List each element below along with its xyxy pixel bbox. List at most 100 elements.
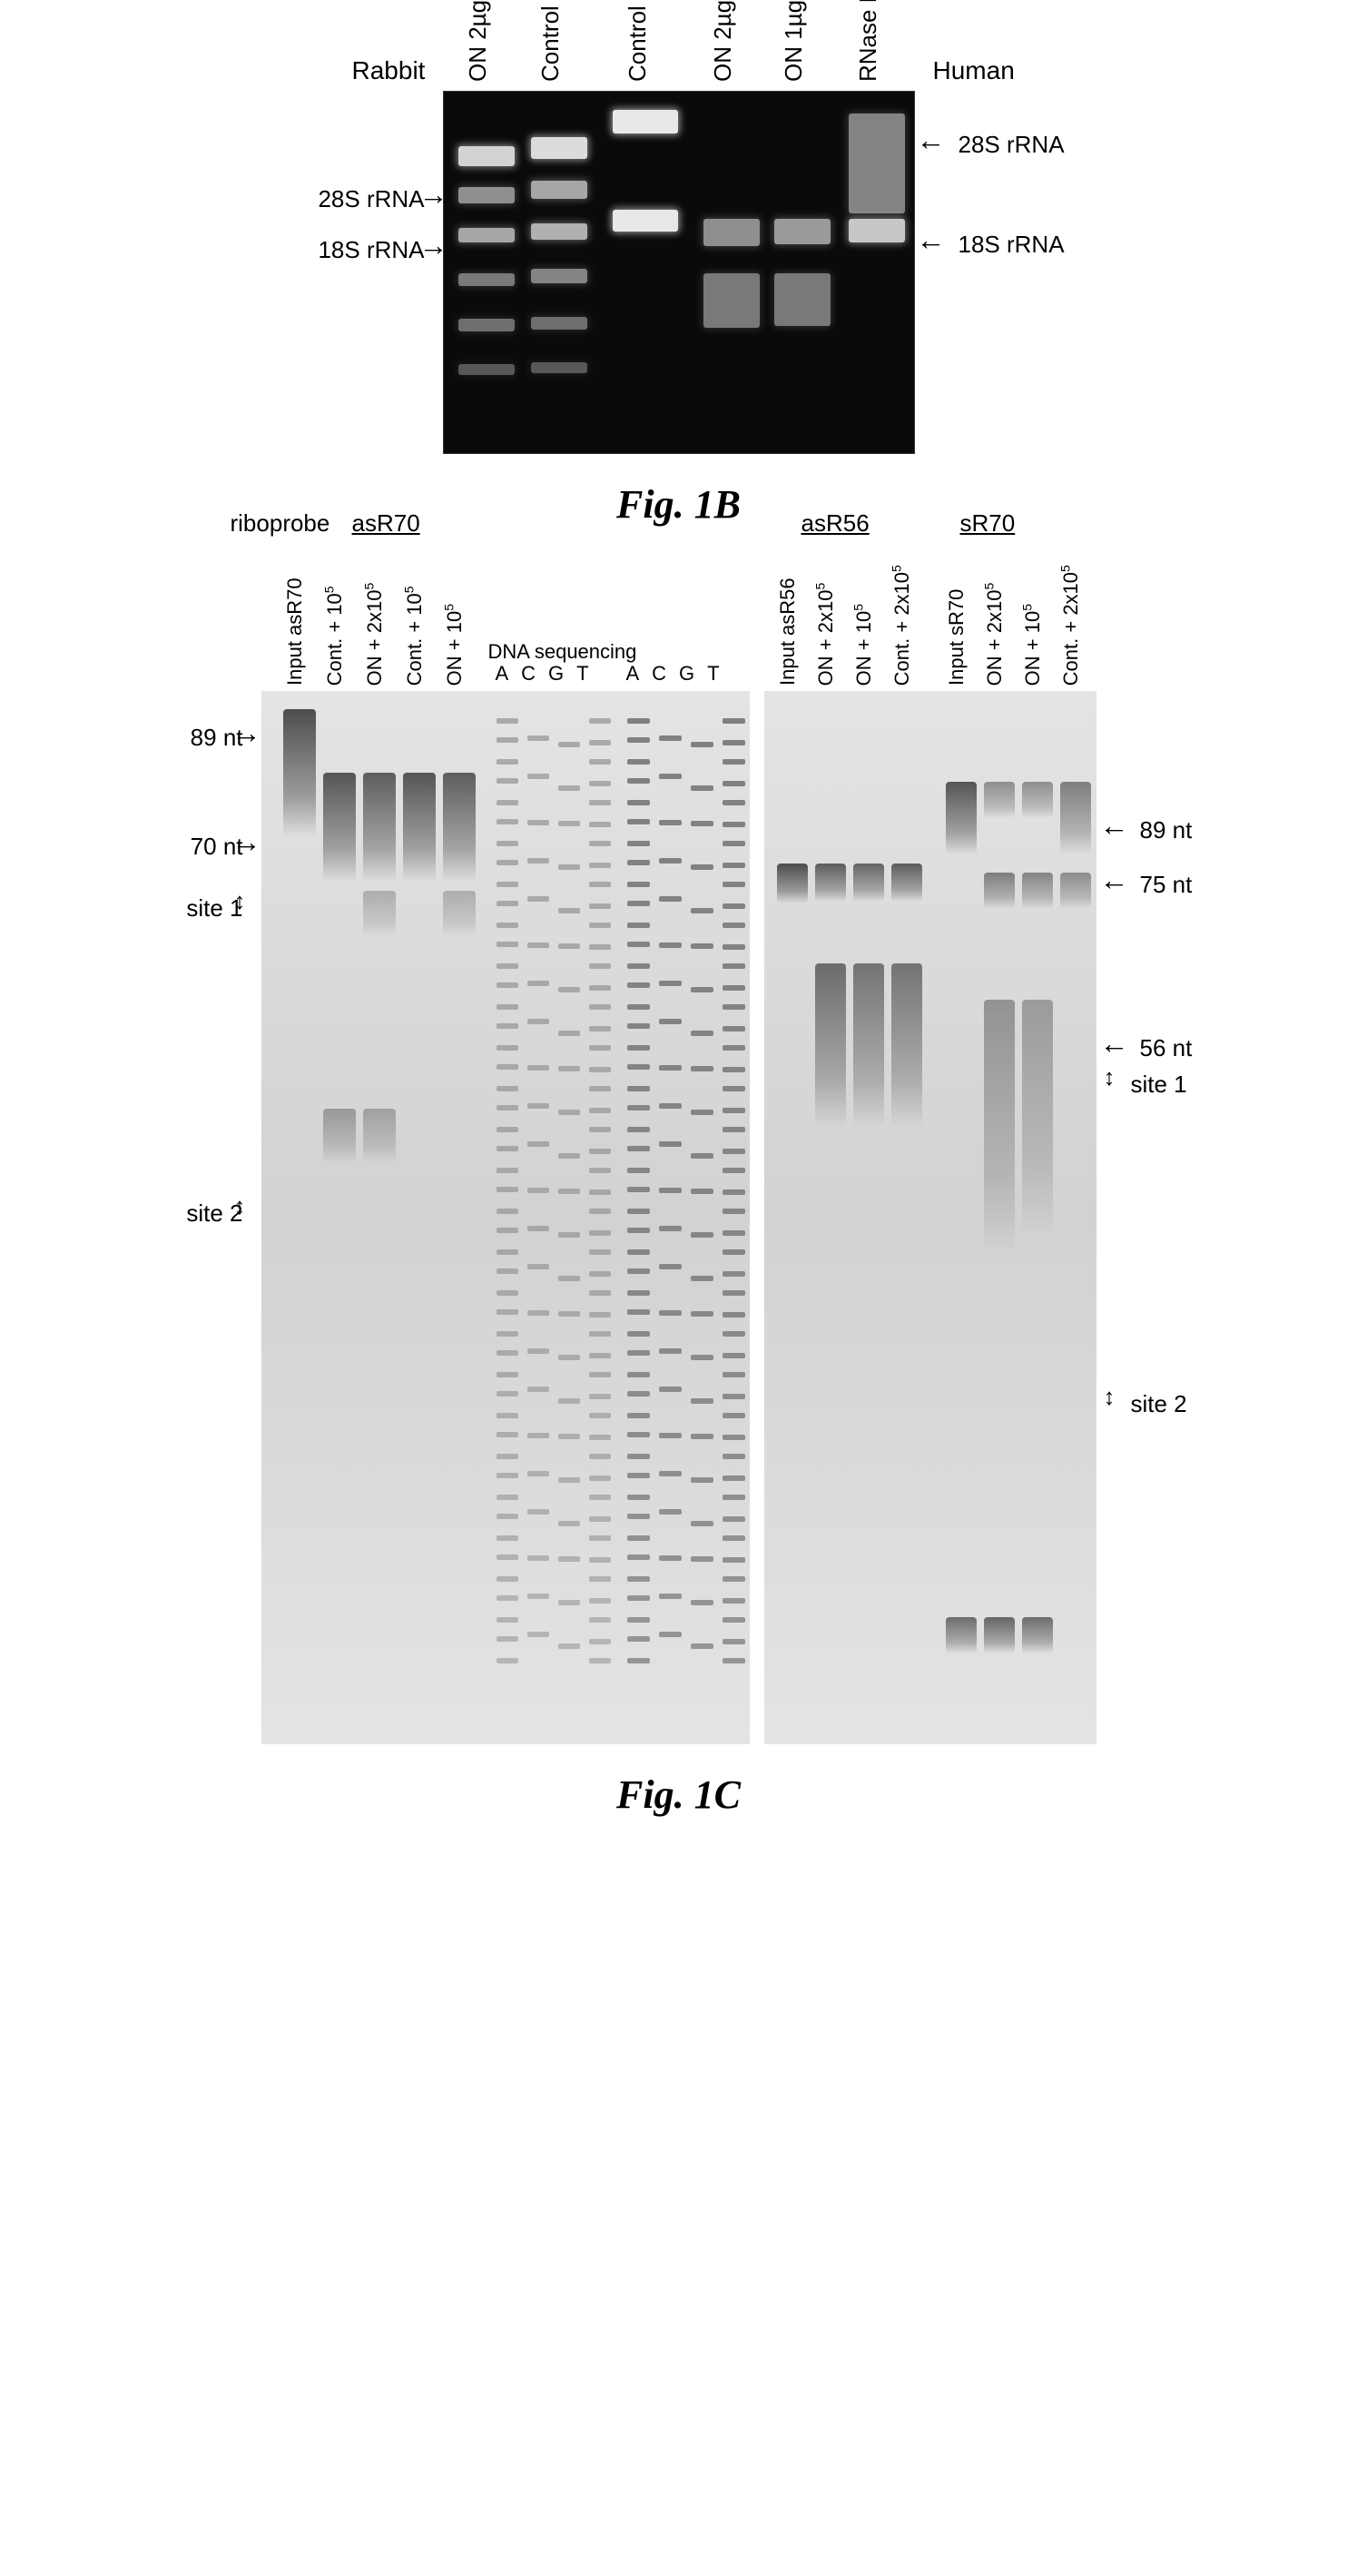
gel-lane <box>773 691 811 1744</box>
seq-band <box>627 1209 650 1214</box>
seq-band <box>627 1617 650 1623</box>
seq-band <box>527 1019 549 1024</box>
gel-band <box>774 273 831 326</box>
seq-band <box>497 1064 518 1070</box>
gel-band <box>458 228 515 242</box>
seq-band <box>627 1187 650 1192</box>
fig1c-caption: Fig. 1C <box>134 1772 1224 1818</box>
gel-lane <box>609 92 682 453</box>
seq-band <box>527 1310 549 1316</box>
gel-smear <box>1022 782 1053 818</box>
seq-band <box>723 759 745 765</box>
arrow-icon: ← <box>1100 809 1129 843</box>
seq-band <box>527 1471 549 1476</box>
gel-smear <box>323 773 356 882</box>
seq-band <box>627 860 650 865</box>
seq-band <box>558 1521 580 1526</box>
arrow-icon: → <box>232 716 261 750</box>
seq-band <box>589 1108 611 1113</box>
seq-band <box>627 1290 650 1296</box>
seq-band <box>589 841 611 846</box>
seq-band <box>497 819 518 824</box>
arrow-icon: ← <box>1100 1027 1129 1061</box>
seq-band <box>659 896 682 902</box>
seq-band <box>589 1598 611 1604</box>
updown-arrow-icon: ↕ <box>1104 1063 1116 1091</box>
gel-band <box>613 110 678 133</box>
seq-band <box>627 800 650 805</box>
gel-smear <box>984 873 1015 909</box>
seq-band <box>691 987 713 992</box>
seq-band <box>627 1595 650 1601</box>
fig1b-lane-labels: ON 2µgControlControlON 2µgON 1µgRNase H … <box>443 0 915 91</box>
seq-band <box>691 1153 713 1159</box>
seq-band <box>589 1045 611 1051</box>
lane-label: ON + 105 <box>851 604 876 686</box>
seq-band <box>589 1535 611 1541</box>
seq-band <box>558 1556 580 1562</box>
lane-label: ON 1µg <box>780 0 808 82</box>
seq-band <box>589 781 611 786</box>
seq-band <box>627 841 650 846</box>
seq-band <box>627 942 650 947</box>
seq-band <box>527 1103 549 1109</box>
riboprobe-label: riboprobe <box>231 509 330 538</box>
seq-band <box>627 982 650 988</box>
seq-band <box>723 903 745 909</box>
seq-band <box>627 963 650 969</box>
fig1b-gel-box <box>443 91 915 454</box>
seq-band <box>497 1290 518 1296</box>
gel-smear <box>363 773 396 882</box>
seq-band <box>589 1004 611 1010</box>
seq-band <box>659 858 682 864</box>
seq-band <box>527 1433 549 1438</box>
gel-smear <box>403 773 436 882</box>
seq-band <box>659 735 682 741</box>
gel-smear <box>323 1109 356 1163</box>
seq-band <box>558 1153 580 1159</box>
seq-letters: ACGT <box>626 662 733 686</box>
seq-band <box>691 1643 713 1649</box>
band-label: 18S rRNA <box>959 231 1065 259</box>
seq-band <box>497 1636 518 1642</box>
seq-band <box>723 1394 745 1399</box>
gel-band <box>458 273 515 286</box>
gel-band <box>458 146 515 166</box>
seq-band <box>659 1103 682 1109</box>
seq-band <box>497 1413 518 1418</box>
seq-band <box>589 963 611 969</box>
gel-band <box>774 219 831 244</box>
figure-1b-panel: Rabbit lysates Human cell extracts ON 2µ… <box>225 91 1133 528</box>
seq-band <box>723 1149 745 1154</box>
seq-band <box>723 882 745 887</box>
lane-label: ON + 2x105 <box>362 582 387 686</box>
seq-band <box>589 944 611 950</box>
gel-lane <box>1057 691 1095 1744</box>
seq-band <box>497 901 518 906</box>
seq-band <box>558 821 580 826</box>
lane-label: Cont. + 2x105 <box>890 565 914 686</box>
seq-band <box>527 774 549 779</box>
gel-smear <box>946 1617 977 1653</box>
seq-band <box>627 1350 650 1356</box>
seq-band <box>627 1023 650 1029</box>
seq-band <box>659 943 682 948</box>
updown-arrow-icon: ↕ <box>1104 1383 1116 1411</box>
seq-band <box>627 737 650 743</box>
seq-band <box>527 1348 549 1354</box>
gel-band <box>531 362 587 373</box>
seq-band <box>527 1594 549 1599</box>
seq-band <box>723 1557 745 1563</box>
seq-lane <box>554 691 585 1744</box>
seq-band <box>589 1331 611 1337</box>
seq-band <box>691 821 713 826</box>
seq-band <box>723 1331 745 1337</box>
seq-band <box>558 864 580 870</box>
seq-band <box>723 1535 745 1541</box>
seq-band <box>627 923 650 928</box>
lane-label: Control <box>624 5 652 82</box>
lane-label: Cont. + 105 <box>402 586 427 686</box>
seq-band <box>497 778 518 784</box>
arrow-icon: → <box>419 178 448 212</box>
gel-lane <box>439 691 479 1744</box>
